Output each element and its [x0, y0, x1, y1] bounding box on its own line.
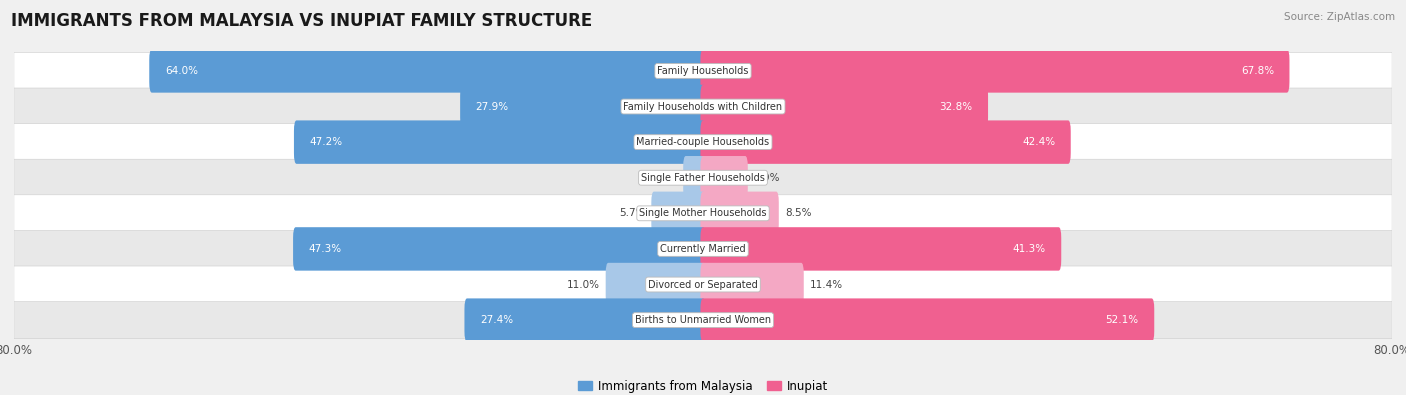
- FancyBboxPatch shape: [14, 124, 1392, 161]
- Text: 47.3%: 47.3%: [308, 244, 342, 254]
- Text: 27.9%: 27.9%: [475, 102, 509, 111]
- Text: Family Households: Family Households: [658, 66, 748, 76]
- Text: Single Father Households: Single Father Households: [641, 173, 765, 183]
- Text: Married-couple Households: Married-couple Households: [637, 137, 769, 147]
- Text: Single Mother Households: Single Mother Households: [640, 208, 766, 218]
- FancyBboxPatch shape: [14, 88, 1392, 125]
- Text: Births to Unmarried Women: Births to Unmarried Women: [636, 315, 770, 325]
- Text: 52.1%: 52.1%: [1105, 315, 1139, 325]
- Text: Currently Married: Currently Married: [661, 244, 745, 254]
- FancyBboxPatch shape: [700, 298, 1154, 342]
- FancyBboxPatch shape: [700, 156, 748, 199]
- FancyBboxPatch shape: [683, 156, 706, 199]
- FancyBboxPatch shape: [149, 49, 706, 93]
- FancyBboxPatch shape: [651, 192, 706, 235]
- FancyBboxPatch shape: [700, 120, 1071, 164]
- Text: 11.4%: 11.4%: [810, 280, 844, 290]
- Text: 47.2%: 47.2%: [309, 137, 343, 147]
- FancyBboxPatch shape: [700, 85, 988, 128]
- Text: 32.8%: 32.8%: [939, 102, 973, 111]
- Text: 42.4%: 42.4%: [1022, 137, 1056, 147]
- FancyBboxPatch shape: [294, 120, 706, 164]
- FancyBboxPatch shape: [14, 195, 1392, 232]
- Legend: Immigrants from Malaysia, Inupiat: Immigrants from Malaysia, Inupiat: [574, 375, 832, 395]
- Text: Divorced or Separated: Divorced or Separated: [648, 280, 758, 290]
- FancyBboxPatch shape: [14, 230, 1392, 267]
- FancyBboxPatch shape: [14, 266, 1392, 303]
- FancyBboxPatch shape: [700, 49, 1289, 93]
- FancyBboxPatch shape: [700, 192, 779, 235]
- Text: 5.7%: 5.7%: [619, 208, 645, 218]
- FancyBboxPatch shape: [14, 302, 1392, 339]
- FancyBboxPatch shape: [14, 159, 1392, 196]
- Text: 8.5%: 8.5%: [785, 208, 811, 218]
- FancyBboxPatch shape: [464, 298, 706, 342]
- Text: Family Households with Children: Family Households with Children: [623, 102, 783, 111]
- Text: 4.9%: 4.9%: [754, 173, 780, 183]
- FancyBboxPatch shape: [700, 263, 804, 306]
- Text: 64.0%: 64.0%: [165, 66, 198, 76]
- Text: 2.0%: 2.0%: [651, 173, 678, 183]
- FancyBboxPatch shape: [14, 53, 1392, 89]
- Text: Source: ZipAtlas.com: Source: ZipAtlas.com: [1284, 12, 1395, 22]
- Text: 11.0%: 11.0%: [567, 280, 599, 290]
- FancyBboxPatch shape: [700, 227, 1062, 271]
- Text: 67.8%: 67.8%: [1241, 66, 1274, 76]
- FancyBboxPatch shape: [460, 85, 706, 128]
- Text: 27.4%: 27.4%: [479, 315, 513, 325]
- Text: IMMIGRANTS FROM MALAYSIA VS INUPIAT FAMILY STRUCTURE: IMMIGRANTS FROM MALAYSIA VS INUPIAT FAMI…: [11, 12, 592, 30]
- Text: 41.3%: 41.3%: [1012, 244, 1046, 254]
- FancyBboxPatch shape: [292, 227, 706, 271]
- FancyBboxPatch shape: [606, 263, 706, 306]
